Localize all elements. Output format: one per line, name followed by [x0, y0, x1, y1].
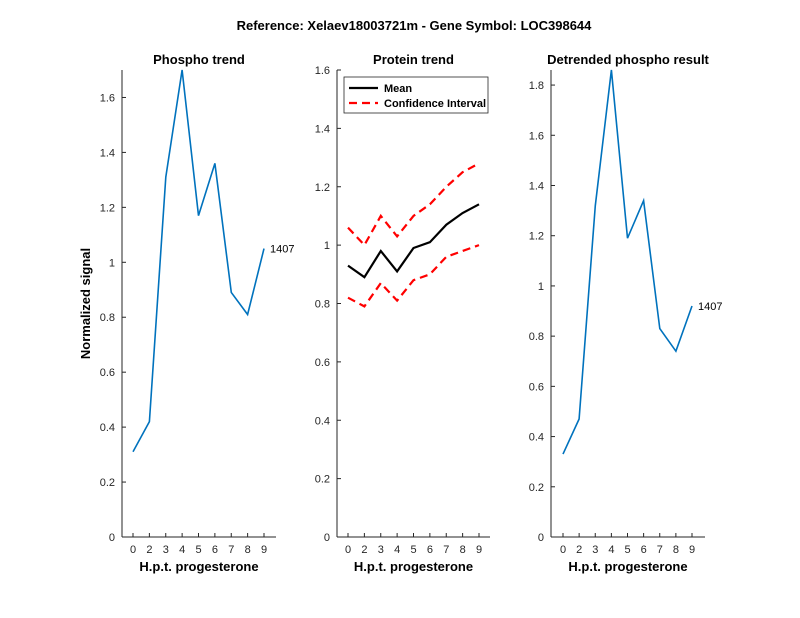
y-tick-label: 0.6 — [529, 381, 544, 393]
panel-title: Detrended phospho result — [547, 52, 709, 67]
series-end-label: 1407 — [270, 244, 294, 256]
y-tick-label: 0 — [324, 532, 330, 544]
y-tick-label: 0.2 — [100, 477, 115, 489]
x-tick-label: 0 — [130, 544, 136, 556]
y-tick-label: 1.6 — [315, 65, 330, 77]
y-tick-label: 0 — [538, 532, 544, 544]
y-tick-label: 1 — [324, 240, 330, 252]
x-tick-label: 6 — [641, 544, 647, 556]
y-tick-label: 0.4 — [100, 422, 115, 434]
x-tick-label: 4 — [394, 544, 400, 556]
x-tick-label: 2 — [576, 544, 582, 556]
panel-title: Phospho trend — [153, 52, 245, 67]
x-axis-label: H.p.t. progesterone — [354, 559, 473, 574]
x-tick-label: 5 — [410, 544, 416, 556]
legend-entry-label: Mean — [384, 83, 412, 95]
confidence-interval-line — [347, 244, 480, 308]
legend-box — [343, 76, 489, 114]
y-tick-label: 1.8 — [529, 80, 544, 92]
x-tick-label: 3 — [592, 544, 598, 556]
x-axis-label: H.p.t. progesterone — [568, 559, 687, 574]
x-tick-label: 8 — [673, 544, 679, 556]
y-tick-label: 1 — [109, 257, 115, 269]
x-tick-label: 9 — [261, 544, 267, 556]
figure-suptitle: Reference: Xelaev18003721m - Gene Symbol… — [237, 18, 593, 33]
x-tick-label: 7 — [443, 544, 449, 556]
series-end-label: 1407 — [698, 301, 722, 313]
x-tick-label: 7 — [657, 544, 663, 556]
x-tick-label: 6 — [212, 544, 218, 556]
x-tick-label: 5 — [195, 544, 201, 556]
y-tick-label: 0.2 — [315, 474, 330, 486]
chart-panel-2: 00.20.40.60.811.21.41.60 2 3 4 5 6 7 8 9Protein … — [315, 52, 490, 574]
y-tick-label: 0.8 — [529, 331, 544, 343]
series-line — [132, 69, 265, 453]
y-tick-label: 1 — [538, 281, 544, 293]
chart-panel-1: 00.20.40.60.811.21.41.60 2 3 4 5 6 7 8 9Phospho … — [78, 52, 294, 574]
y-tick-label: 1.2 — [315, 182, 330, 194]
x-axis-label: H.p.t. progesterone — [139, 559, 258, 574]
y-tick-label: 0.8 — [315, 299, 330, 311]
mean-line — [347, 203, 480, 279]
y-tick-label: 0.2 — [529, 482, 544, 494]
y-tick-label: 1.4 — [100, 147, 115, 159]
x-tick-label: 9 — [689, 544, 695, 556]
x-tick-label: 3 — [163, 544, 169, 556]
confidence-interval-line — [347, 162, 480, 247]
x-tick-label: 2 — [361, 544, 367, 556]
chart-panel-3: 00.20.40.60.811.21.41.61.80 2 3 4 5 6 7 8 9Detre… — [529, 52, 723, 574]
y-tick-label: 0.8 — [100, 312, 115, 324]
x-tick-label: 4 — [608, 544, 614, 556]
x-tick-label: 3 — [378, 544, 384, 556]
legend-entry-label: Confidence Interval — [384, 98, 486, 110]
series-line — [562, 69, 693, 455]
y-tick-label: 0.4 — [529, 432, 544, 444]
x-tick-label: 8 — [460, 544, 466, 556]
x-tick-label: 8 — [245, 544, 251, 556]
y-tick-label: 1.2 — [100, 202, 115, 214]
legend: Mean Confidence Interval — [343, 76, 489, 114]
y-tick-label: 1.6 — [529, 130, 544, 142]
y-axis-label: Normalized signal — [78, 248, 93, 359]
x-tick-label: 6 — [427, 544, 433, 556]
y-tick-label: 1.4 — [315, 123, 330, 135]
y-tick-label: 1.2 — [529, 231, 544, 243]
y-tick-label: 0.4 — [315, 415, 330, 427]
y-tick-label: 1.6 — [100, 92, 115, 104]
panel-title: Protein trend — [373, 52, 454, 67]
x-tick-label: 5 — [624, 544, 630, 556]
x-tick-label: 0 — [560, 544, 566, 556]
y-tick-label: 0.6 — [315, 357, 330, 369]
x-tick-label: 7 — [228, 544, 234, 556]
x-tick-label: 0 — [345, 544, 351, 556]
x-tick-label: 2 — [146, 544, 152, 556]
x-tick-label: 4 — [179, 544, 185, 556]
y-tick-label: 0 — [109, 532, 115, 544]
x-tick-label: 9 — [476, 544, 482, 556]
y-tick-label: 0.6 — [100, 367, 115, 379]
y-tick-label: 1.4 — [529, 180, 544, 192]
